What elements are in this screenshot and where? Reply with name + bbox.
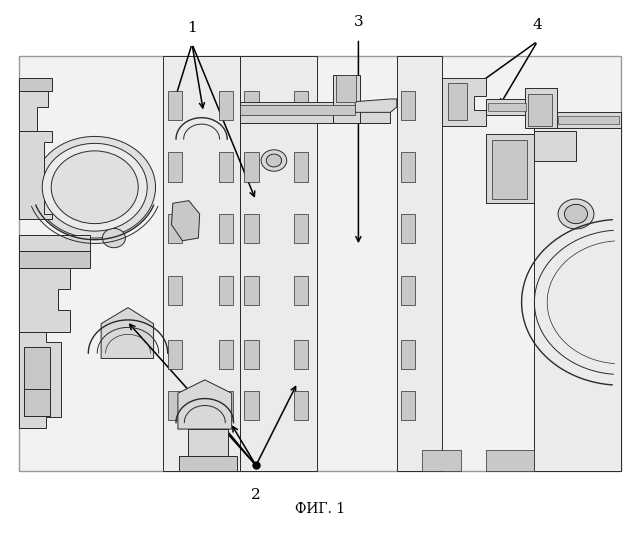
Bar: [19, 56, 621, 471]
Bar: [244, 152, 259, 182]
Bar: [401, 214, 415, 243]
Bar: [219, 91, 233, 120]
Bar: [294, 276, 308, 305]
Bar: [168, 340, 182, 369]
Bar: [557, 112, 621, 128]
Bar: [219, 152, 233, 182]
Bar: [244, 276, 259, 305]
Bar: [19, 235, 90, 251]
Bar: [244, 391, 259, 420]
Bar: [525, 88, 557, 128]
Bar: [534, 128, 621, 471]
Bar: [488, 103, 526, 111]
Polygon shape: [19, 332, 61, 428]
Bar: [401, 91, 415, 120]
Bar: [486, 450, 534, 471]
Bar: [19, 251, 90, 268]
Polygon shape: [19, 131, 52, 219]
Bar: [486, 134, 534, 203]
Bar: [219, 214, 233, 243]
Bar: [294, 340, 308, 369]
Bar: [188, 429, 228, 456]
Bar: [401, 340, 415, 369]
Bar: [492, 140, 527, 199]
Circle shape: [34, 136, 156, 238]
Circle shape: [558, 199, 594, 229]
Bar: [333, 75, 360, 123]
Bar: [168, 152, 182, 182]
Polygon shape: [19, 268, 70, 332]
Bar: [168, 214, 182, 243]
Circle shape: [102, 228, 125, 248]
Bar: [294, 391, 308, 420]
Bar: [528, 94, 552, 126]
Circle shape: [51, 151, 138, 224]
Polygon shape: [442, 78, 486, 126]
Bar: [486, 99, 528, 115]
Bar: [240, 102, 390, 123]
Bar: [168, 276, 182, 305]
Circle shape: [266, 154, 282, 167]
Bar: [24, 389, 50, 416]
Text: 4: 4: [532, 18, 543, 32]
Bar: [240, 56, 317, 471]
Bar: [219, 276, 233, 305]
Bar: [219, 391, 233, 420]
Bar: [244, 340, 259, 369]
Bar: [294, 91, 308, 120]
Bar: [240, 105, 355, 115]
Bar: [448, 83, 467, 120]
Polygon shape: [172, 201, 200, 241]
Bar: [24, 347, 50, 416]
Circle shape: [261, 150, 287, 171]
Bar: [179, 456, 237, 471]
Bar: [168, 391, 182, 420]
Bar: [558, 116, 619, 124]
Bar: [244, 214, 259, 243]
Text: 1: 1: [187, 21, 197, 35]
Bar: [163, 56, 240, 471]
Bar: [294, 152, 308, 182]
Text: ФИГ. 1: ФИГ. 1: [295, 502, 345, 516]
Polygon shape: [101, 308, 154, 358]
Text: 3: 3: [353, 16, 364, 29]
Bar: [401, 276, 415, 305]
Bar: [219, 340, 233, 369]
Bar: [422, 450, 461, 471]
Bar: [336, 75, 356, 102]
Bar: [244, 91, 259, 120]
Bar: [401, 152, 415, 182]
Polygon shape: [178, 380, 232, 429]
Polygon shape: [355, 99, 397, 112]
Bar: [294, 214, 308, 243]
Bar: [401, 391, 415, 420]
Bar: [534, 131, 576, 160]
Text: 2: 2: [251, 488, 261, 502]
Bar: [19, 78, 52, 91]
Circle shape: [42, 143, 147, 231]
Bar: [168, 91, 182, 120]
Bar: [397, 56, 442, 471]
Polygon shape: [19, 91, 48, 131]
Circle shape: [564, 204, 588, 224]
